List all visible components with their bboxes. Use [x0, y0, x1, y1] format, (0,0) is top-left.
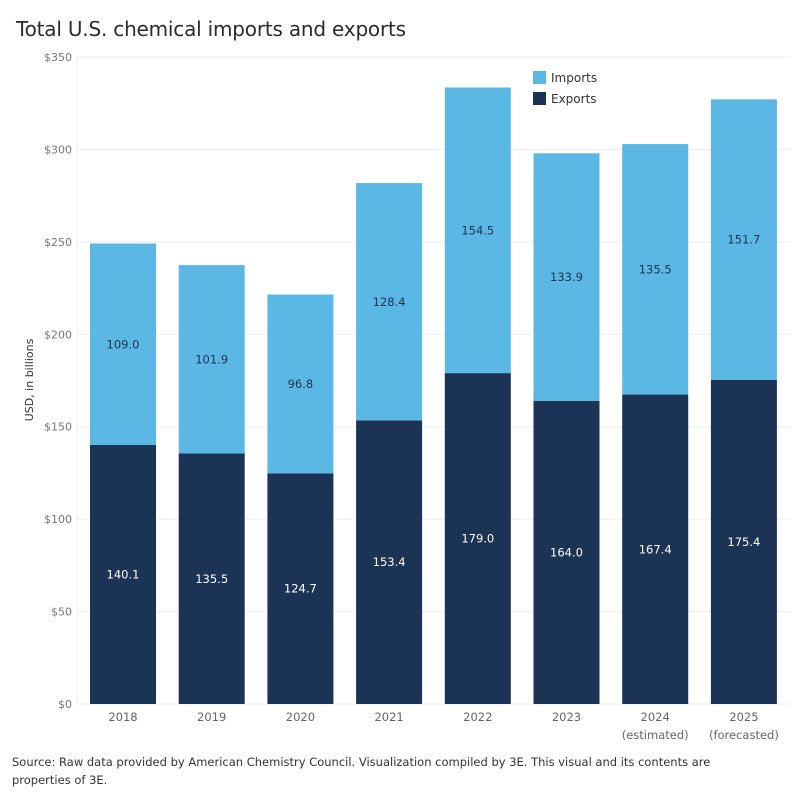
bar-imports	[356, 183, 423, 421]
data-label-imports: 133.9	[550, 270, 583, 284]
y-axis-ticks: $0 $50 $100 $150 $200 $250 $300 $350	[44, 51, 72, 711]
x-tick-label: 2022	[463, 710, 492, 724]
data-label-exports: 164.0	[550, 545, 583, 559]
x-tick-label: (forecasted)	[709, 728, 779, 742]
data-label-imports: 109.0	[107, 337, 140, 351]
bar-exports	[90, 445, 156, 704]
legend-label-imports: Imports	[551, 71, 597, 85]
x-tick-label: 2018	[108, 710, 137, 724]
data-label-exports: 175.4	[727, 535, 760, 549]
legend-label-exports: Exports	[551, 92, 597, 106]
bar-imports	[533, 153, 600, 401]
x-tick-label: 2023	[552, 710, 581, 724]
data-label-exports: 135.5	[195, 572, 228, 586]
y-axis-label: USD, in billions	[23, 338, 36, 421]
data-label-imports: 135.5	[639, 262, 672, 276]
bar-exports	[178, 453, 245, 704]
bar-imports	[710, 99, 777, 380]
bar-exports	[622, 394, 689, 704]
x-tick-label: 2025	[729, 710, 758, 724]
x-tick-label: 2024	[641, 710, 670, 724]
data-label-imports: 151.7	[727, 233, 760, 247]
bar-imports	[90, 243, 156, 446]
y-tick-label: $250	[44, 236, 72, 249]
legend-swatch-exports	[533, 92, 546, 105]
bar-imports	[178, 265, 245, 454]
bar-exports	[267, 473, 334, 704]
y-tick-label: $200	[44, 328, 72, 341]
x-tick-label: 2019	[197, 710, 226, 724]
data-label-exports: 153.4	[373, 555, 406, 569]
data-label-exports: 140.1	[107, 568, 140, 582]
legend-swatch-imports	[533, 71, 546, 84]
data-label-imports: 128.4	[373, 295, 406, 309]
data-label-exports: 167.4	[639, 542, 672, 556]
bar-exports	[444, 373, 511, 704]
y-tick-label: $350	[44, 51, 72, 64]
bar-exports	[710, 379, 777, 704]
bar-exports	[533, 400, 600, 704]
bar-exports	[356, 420, 423, 704]
y-tick-label: $150	[44, 421, 72, 434]
y-tick-label: $0	[58, 698, 72, 711]
data-label-exports: 179.0	[461, 532, 494, 546]
data-label-imports: 101.9	[195, 352, 228, 366]
data-label-exports: 124.7	[284, 582, 317, 596]
source-note: Source: Raw data provided by American Ch…	[12, 755, 711, 787]
legend: Imports Exports	[533, 71, 597, 106]
y-tick-label: $100	[44, 513, 72, 526]
bar-imports	[444, 87, 511, 374]
x-tick-label: (estimated)	[622, 728, 689, 742]
bar-imports	[267, 294, 334, 474]
bar-imports	[622, 144, 689, 395]
data-label-imports: 154.5	[461, 223, 494, 237]
y-tick-label: $300	[44, 143, 72, 156]
x-tick-label: 2021	[374, 710, 403, 724]
y-tick-label: $50	[51, 606, 72, 619]
x-tick-label: 2020	[286, 710, 315, 724]
chart-title: Total U.S. chemical imports and exports	[16, 17, 406, 41]
data-label-imports: 96.8	[288, 377, 314, 391]
bars: 140.1 109.0 135.5 101.9 124.7 96.8 153.4 128.4 1…	[90, 87, 777, 704]
x-axis-ticks: 2018 2019 2020 2021 2022 2023 2024 (estimated) 2…	[108, 710, 778, 742]
